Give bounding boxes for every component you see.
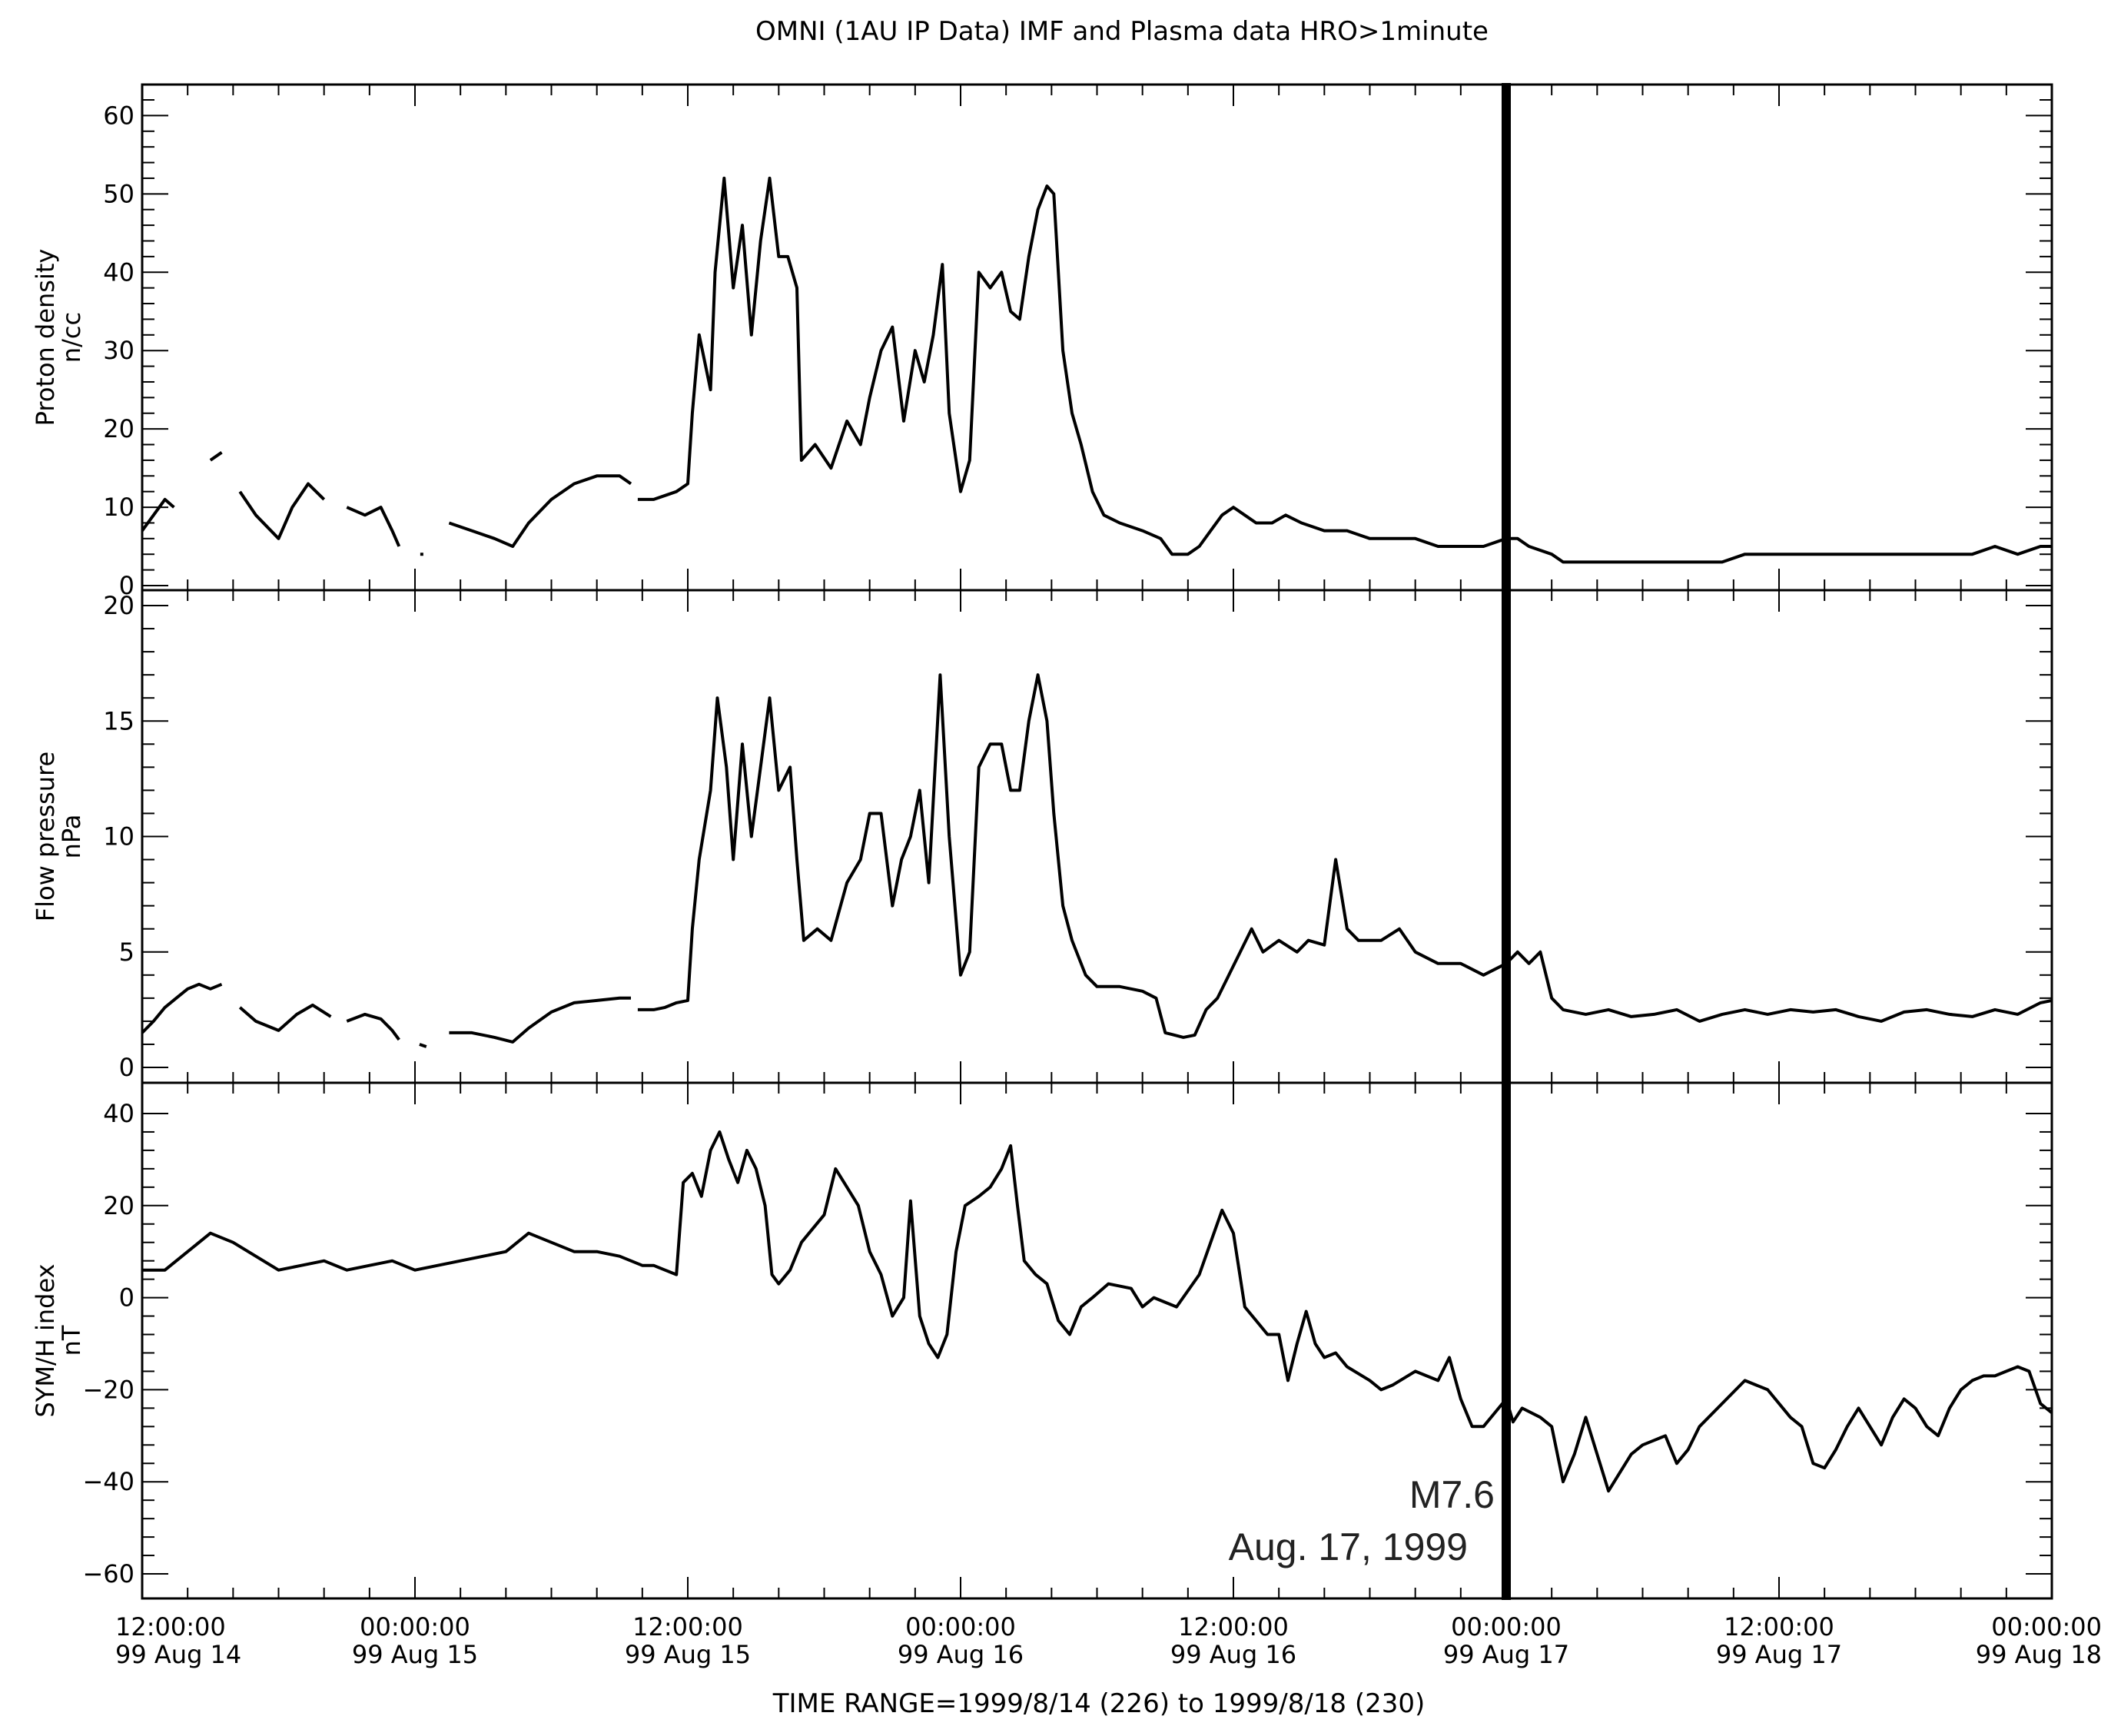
x-tick-time-label: 12:00:00 — [632, 1612, 743, 1641]
y-tick-label: 20 — [103, 1191, 134, 1220]
x-tick-time-label: 00:00:00 — [360, 1612, 470, 1641]
sym-h-index-ylabel: SYM/H index — [31, 1263, 60, 1417]
x-tick-date-label: 99 Aug 17 — [1716, 1640, 1842, 1669]
proton-density-series-line — [448, 474, 632, 548]
chart-title: OMNI (1AU IP Data) IMF and Plasma data H… — [755, 16, 1489, 47]
x-tick-date-label: 99 Aug 14 — [115, 1640, 241, 1669]
y-tick-label: 15 — [103, 706, 134, 735]
flow-pressure-series-line — [141, 982, 223, 1034]
x-tick-date-label: 99 Aug 15 — [352, 1640, 478, 1669]
x-tick-date-label: 99 Aug 17 — [1443, 1640, 1569, 1669]
y-tick-label: −40 — [82, 1467, 134, 1496]
y-tick-label: −60 — [82, 1559, 134, 1588]
y-tick-label: 30 — [103, 336, 134, 365]
flow-pressure-series-line — [637, 673, 2053, 1039]
x-tick-time-label: 12:00:00 — [1178, 1612, 1289, 1641]
x-tick-time-label: 00:00:00 — [1991, 1612, 2102, 1641]
y-tick-label: 0 — [119, 571, 134, 600]
flow-pressure-series-line — [449, 996, 631, 1044]
proton-density-series-line — [637, 176, 2052, 564]
x-tick-time-label: 00:00:00 — [905, 1612, 1016, 1641]
earthquake-magnitude-label: M7.6 — [1409, 1473, 1495, 1516]
y-tick-label: 50 — [103, 179, 134, 208]
proton-density-series-line — [209, 451, 223, 462]
y-tick-label: −20 — [82, 1375, 134, 1404]
y-tick-label: 0 — [119, 1283, 134, 1313]
earthquake-marker: M7.6 Aug. 17, 1999 — [1229, 83, 1511, 1600]
flow-pressure-series-line — [419, 1043, 427, 1048]
y-tick-label: 40 — [103, 257, 134, 287]
flow-pressure-series-line — [346, 1012, 400, 1041]
time-range-label: TIME RANGE=1999/8/14 (226) to 1999/8/18 … — [772, 1688, 1426, 1719]
y-tick-label: 20 — [103, 591, 134, 620]
x-tick-date-label: 99 Aug 16 — [898, 1640, 1024, 1669]
x-tick-time-label: 12:00:00 — [1724, 1612, 1834, 1641]
flow-pressure-series-line — [238, 1003, 332, 1032]
proton-density-series-line — [141, 497, 175, 532]
y-tick-label: 20 — [103, 414, 134, 443]
proton-density-yunit: n/cc — [57, 312, 86, 363]
x-tick-time-label: 12:00:00 — [115, 1612, 226, 1641]
y-tick-label: 10 — [103, 822, 134, 851]
y-tick-label: 10 — [103, 493, 134, 522]
x-tick-date-label: 99 Aug 15 — [625, 1640, 751, 1669]
y-tick-label: 60 — [103, 101, 134, 130]
x-tick-date-label: 99 Aug 16 — [1170, 1640, 1296, 1669]
flow-pressure-ylabel: Flow pressure — [31, 752, 60, 921]
x-tick-date-label: 99 Aug 18 — [1976, 1640, 2102, 1669]
proton-density-frame — [141, 83, 2053, 592]
proton-density-series-line — [238, 482, 326, 540]
flow-pressure-yunit: nPa — [57, 815, 86, 859]
sym-h-index-series-line — [142, 1130, 2053, 1493]
x-tick-time-label: 00:00:00 — [1451, 1612, 1562, 1641]
y-tick-label: 40 — [103, 1099, 134, 1128]
y-tick-label: 0 — [119, 1053, 134, 1082]
proton-density-series-line — [346, 506, 401, 547]
proton-density-ylabel: Proton density — [31, 249, 60, 427]
sym-h-index-yunit: nT — [57, 1325, 86, 1356]
y-tick-label: 5 — [119, 938, 134, 967]
sym-h-index-frame — [141, 1081, 2053, 1600]
earthquake-date-label: Aug. 17, 1999 — [1229, 1525, 1468, 1568]
flow-pressure-frame — [141, 589, 2053, 1084]
